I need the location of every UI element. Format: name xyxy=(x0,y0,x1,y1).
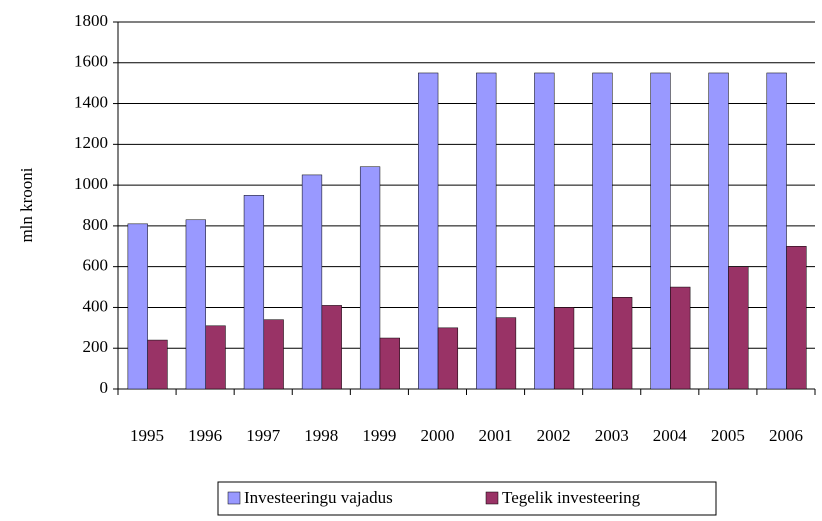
x-tick-label: 1999 xyxy=(362,426,396,445)
bar xyxy=(766,72,787,390)
x-tick-label: 2004 xyxy=(653,426,688,445)
bar xyxy=(321,305,342,390)
y-tick-label: 1800 xyxy=(74,11,108,30)
bar xyxy=(127,223,148,390)
bar xyxy=(670,286,691,390)
x-tick-label: 2000 xyxy=(420,426,454,445)
bar xyxy=(418,72,439,390)
x-tick-label: 2001 xyxy=(479,426,513,445)
bar xyxy=(592,72,613,390)
bar xyxy=(728,266,749,390)
x-tick-label: 1996 xyxy=(188,426,222,445)
bar xyxy=(612,297,633,390)
legend-label: Tegelik investeering xyxy=(502,488,641,507)
bar xyxy=(243,195,265,390)
bar xyxy=(553,307,575,390)
x-tick-label: 2005 xyxy=(711,426,745,445)
bar xyxy=(185,219,206,390)
bar xyxy=(786,246,807,390)
bar xyxy=(379,337,400,390)
legend-swatch xyxy=(485,491,499,505)
bar xyxy=(263,319,284,390)
y-tick-label: 600 xyxy=(83,256,109,275)
y-axis-label: mln krooni xyxy=(17,167,36,242)
bar xyxy=(495,317,517,390)
bar xyxy=(650,72,671,390)
x-tick-label: 2006 xyxy=(769,426,803,445)
y-tick-label: 400 xyxy=(83,296,109,315)
x-tick-label: 1998 xyxy=(304,426,338,445)
bar xyxy=(534,72,555,390)
y-tick-label: 800 xyxy=(83,215,109,234)
y-tick-label: 1400 xyxy=(74,92,108,111)
y-tick-label: 1000 xyxy=(74,174,108,193)
y-tick-label: 200 xyxy=(83,337,109,356)
legend-swatch xyxy=(227,491,241,505)
y-tick-label: 1200 xyxy=(74,133,108,152)
x-tick-label: 1995 xyxy=(130,426,164,445)
bar xyxy=(147,339,168,390)
bar xyxy=(476,72,497,390)
bar xyxy=(301,174,323,390)
bar xyxy=(205,325,226,390)
y-tick-label: 0 xyxy=(100,378,109,397)
x-tick-label: 1997 xyxy=(246,426,281,445)
bar xyxy=(359,166,381,390)
legend-label: Investeeringu vajadus xyxy=(244,488,393,507)
legend-box xyxy=(217,481,717,516)
x-tick-label: 2002 xyxy=(537,426,571,445)
y-tick-label: 1600 xyxy=(74,52,108,71)
bar xyxy=(708,72,729,390)
x-tick-label: 2003 xyxy=(595,426,629,445)
bar xyxy=(437,327,459,390)
